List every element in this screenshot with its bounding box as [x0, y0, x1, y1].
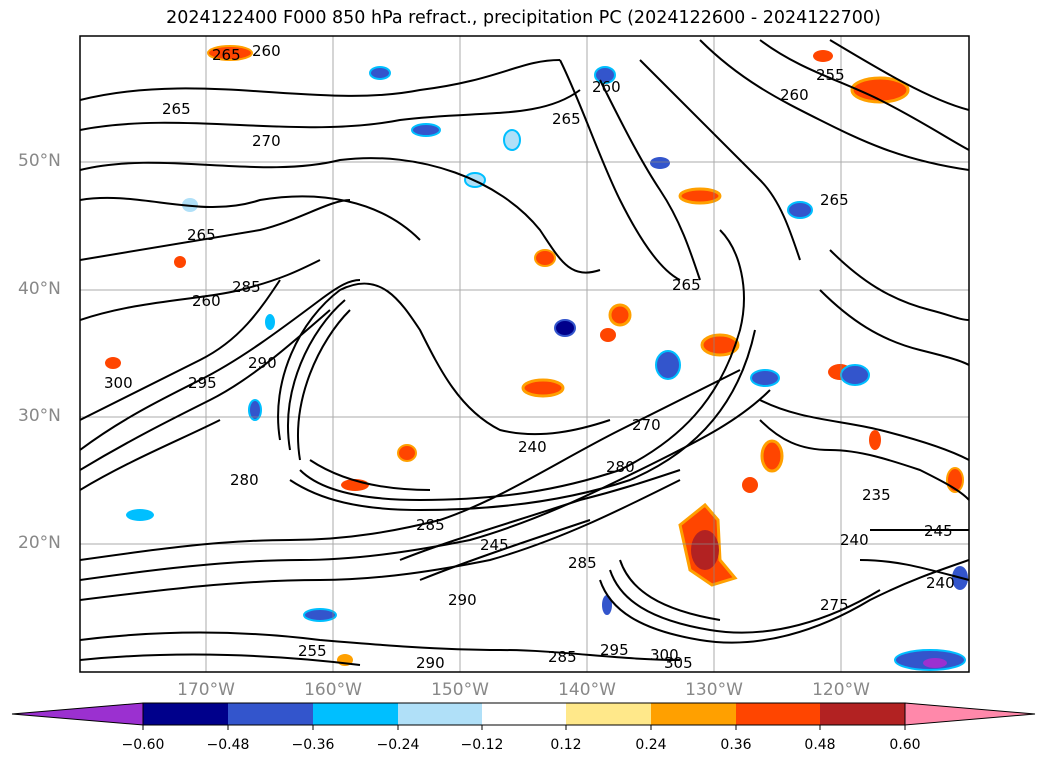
contour-label: 260 — [252, 42, 281, 60]
contour-label: 290 — [448, 591, 477, 609]
contour-label: 285 — [416, 516, 445, 534]
colorbar-tick-label: −0.48 — [206, 737, 250, 753]
contour-label: 265 — [187, 226, 216, 244]
lon-label-160w: 160°W — [304, 680, 362, 700]
colorbar-segment — [143, 703, 228, 725]
colorbar-tick-label: −0.24 — [376, 737, 420, 753]
colorbar-tick-label: 0.48 — [804, 737, 836, 753]
colorbar — [11, 702, 1036, 730]
contour-label: 290 — [416, 654, 445, 672]
colorbar-tick-label: −0.36 — [291, 737, 335, 753]
contour-label: 265 — [820, 191, 849, 209]
contour-label: 245 — [924, 522, 953, 540]
contour-label: 280 — [230, 471, 259, 489]
colorbar-segment — [566, 703, 651, 725]
contour-label: 260 — [192, 292, 221, 310]
refractivity-contours — [80, 39, 969, 666]
contour-label: 285 — [548, 648, 577, 666]
lon-label-120w: 120°W — [812, 680, 870, 700]
colorbar-segment — [228, 703, 313, 725]
colorbar-tick-label: −0.12 — [460, 737, 504, 753]
contour-label: 260 — [780, 86, 809, 104]
contour-label: 255 — [816, 66, 845, 84]
contour-label: 240 — [840, 531, 869, 549]
lat-label-20n: 20°N — [18, 533, 61, 553]
contour-label: 295 — [188, 374, 217, 392]
contour-label: 285 — [232, 278, 261, 296]
contour-label: 300 — [650, 646, 679, 664]
lat-label-50n: 50°N — [18, 151, 61, 171]
lon-label-130w: 130°W — [685, 680, 743, 700]
precipitation-field — [105, 45, 968, 671]
colorbar-segment — [313, 703, 398, 725]
contour-label: 270 — [252, 132, 281, 150]
contour-label: 290 — [248, 354, 277, 372]
contour-label: 295 — [600, 641, 629, 659]
colorbar-under-extend — [11, 702, 144, 726]
contour-label: 305 — [664, 654, 693, 672]
colorbar-over-extend — [904, 702, 1036, 726]
contour-label: 240 — [926, 574, 955, 592]
contour-label: 265 — [162, 100, 191, 118]
contour-label: 240 — [518, 438, 547, 456]
map-title: 2024122400 F000 850 hPa refract., precip… — [166, 8, 881, 28]
lat-label-30n: 30°N — [18, 406, 61, 426]
contour-label: 255 — [298, 642, 327, 660]
map-frame — [79, 35, 970, 673]
colorbar-tick-label: 0.12 — [550, 737, 582, 753]
colorbar-segment — [651, 703, 736, 725]
graticule — [80, 36, 969, 672]
contour-label: 280 — [606, 458, 635, 476]
contour-label: 285 — [568, 554, 597, 572]
colorbar-tick-label: −0.60 — [121, 737, 165, 753]
contour-label: 275 — [820, 596, 849, 614]
lon-label-150w: 150°W — [431, 680, 489, 700]
colorbar-segment — [482, 703, 566, 725]
contour-labels: 265 265 270 265 260 265 260 255 265 260 … — [104, 42, 955, 672]
colorbar-segment — [398, 703, 482, 725]
lon-label-140w: 140°W — [558, 680, 616, 700]
colorbar-segment — [820, 703, 905, 725]
colorbar-tick-label: 0.60 — [889, 737, 921, 753]
colorbar-tick-label: 0.36 — [720, 737, 752, 753]
lat-label-40n: 40°N — [18, 279, 61, 299]
contour-label: 260 — [592, 78, 621, 96]
contour-label: 270 — [632, 416, 661, 434]
contour-label: 265 — [672, 276, 701, 294]
contour-label: 265 — [212, 46, 241, 64]
contour-label: 235 — [862, 486, 891, 504]
contour-label: 300 — [104, 374, 133, 392]
contour-label: 245 — [480, 536, 509, 554]
contour-label: 265 — [552, 110, 581, 128]
lon-label-170w: 170°W — [177, 680, 235, 700]
colorbar-tick-label: 0.24 — [635, 737, 667, 753]
colorbar-segment — [736, 703, 820, 725]
